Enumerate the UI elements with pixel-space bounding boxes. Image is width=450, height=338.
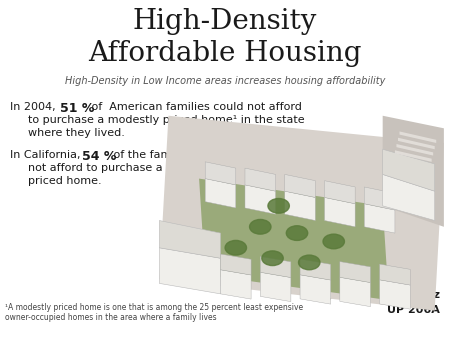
Polygon shape — [220, 254, 251, 275]
Polygon shape — [199, 178, 389, 300]
Polygon shape — [300, 275, 331, 304]
Polygon shape — [398, 138, 435, 149]
Polygon shape — [400, 131, 436, 143]
Polygon shape — [382, 174, 435, 220]
Circle shape — [250, 219, 271, 234]
Text: to purchase a modestly priced home¹ in the state: to purchase a modestly priced home¹ in t… — [28, 115, 305, 125]
Polygon shape — [159, 220, 220, 258]
Text: of  American families could not afford: of American families could not afford — [88, 102, 302, 112]
Polygon shape — [324, 197, 355, 227]
Polygon shape — [396, 144, 433, 155]
Text: Affordable Housing: Affordable Housing — [88, 40, 362, 67]
Polygon shape — [245, 185, 275, 214]
Polygon shape — [382, 116, 444, 227]
Text: not afford to purchase a modestly: not afford to purchase a modestly — [28, 163, 218, 173]
Circle shape — [323, 234, 344, 249]
Polygon shape — [159, 248, 220, 294]
Polygon shape — [300, 259, 331, 280]
Polygon shape — [395, 150, 432, 162]
Text: ¹A modestly priced home is one that is among the 25 percent least expensive
owne: ¹A modestly priced home is one that is a… — [5, 303, 303, 322]
Polygon shape — [380, 280, 410, 309]
Polygon shape — [205, 162, 236, 185]
Polygon shape — [340, 262, 370, 283]
Text: High-Density: High-Density — [133, 8, 317, 35]
Circle shape — [298, 255, 320, 270]
Text: 51 %: 51 % — [60, 102, 94, 115]
Polygon shape — [260, 272, 291, 301]
Polygon shape — [205, 178, 236, 208]
Text: of the families could: of the families could — [110, 150, 227, 160]
Text: UP 206A: UP 206A — [387, 305, 440, 315]
Polygon shape — [260, 257, 291, 277]
Circle shape — [225, 240, 247, 255]
Text: where they lived.: where they lived. — [28, 128, 125, 138]
Text: In 2004,: In 2004, — [10, 102, 59, 112]
Polygon shape — [324, 181, 355, 204]
Text: In California,: In California, — [10, 150, 84, 160]
Polygon shape — [382, 149, 435, 191]
Polygon shape — [285, 191, 315, 220]
Polygon shape — [340, 277, 370, 307]
Polygon shape — [245, 168, 275, 191]
Polygon shape — [364, 187, 395, 210]
Circle shape — [286, 226, 308, 240]
Circle shape — [268, 198, 289, 213]
Text: priced home.: priced home. — [28, 176, 102, 186]
Text: 54 %: 54 % — [82, 150, 117, 163]
Polygon shape — [285, 174, 315, 197]
Text: Eugenio C Fernandez: Eugenio C Fernandez — [309, 290, 440, 300]
Circle shape — [262, 251, 283, 266]
Polygon shape — [159, 116, 444, 311]
Polygon shape — [380, 264, 410, 285]
Polygon shape — [364, 204, 395, 233]
Polygon shape — [220, 270, 251, 299]
Text: High-Density in Low Income areas increases housing affordability: High-Density in Low Income areas increas… — [65, 76, 385, 86]
